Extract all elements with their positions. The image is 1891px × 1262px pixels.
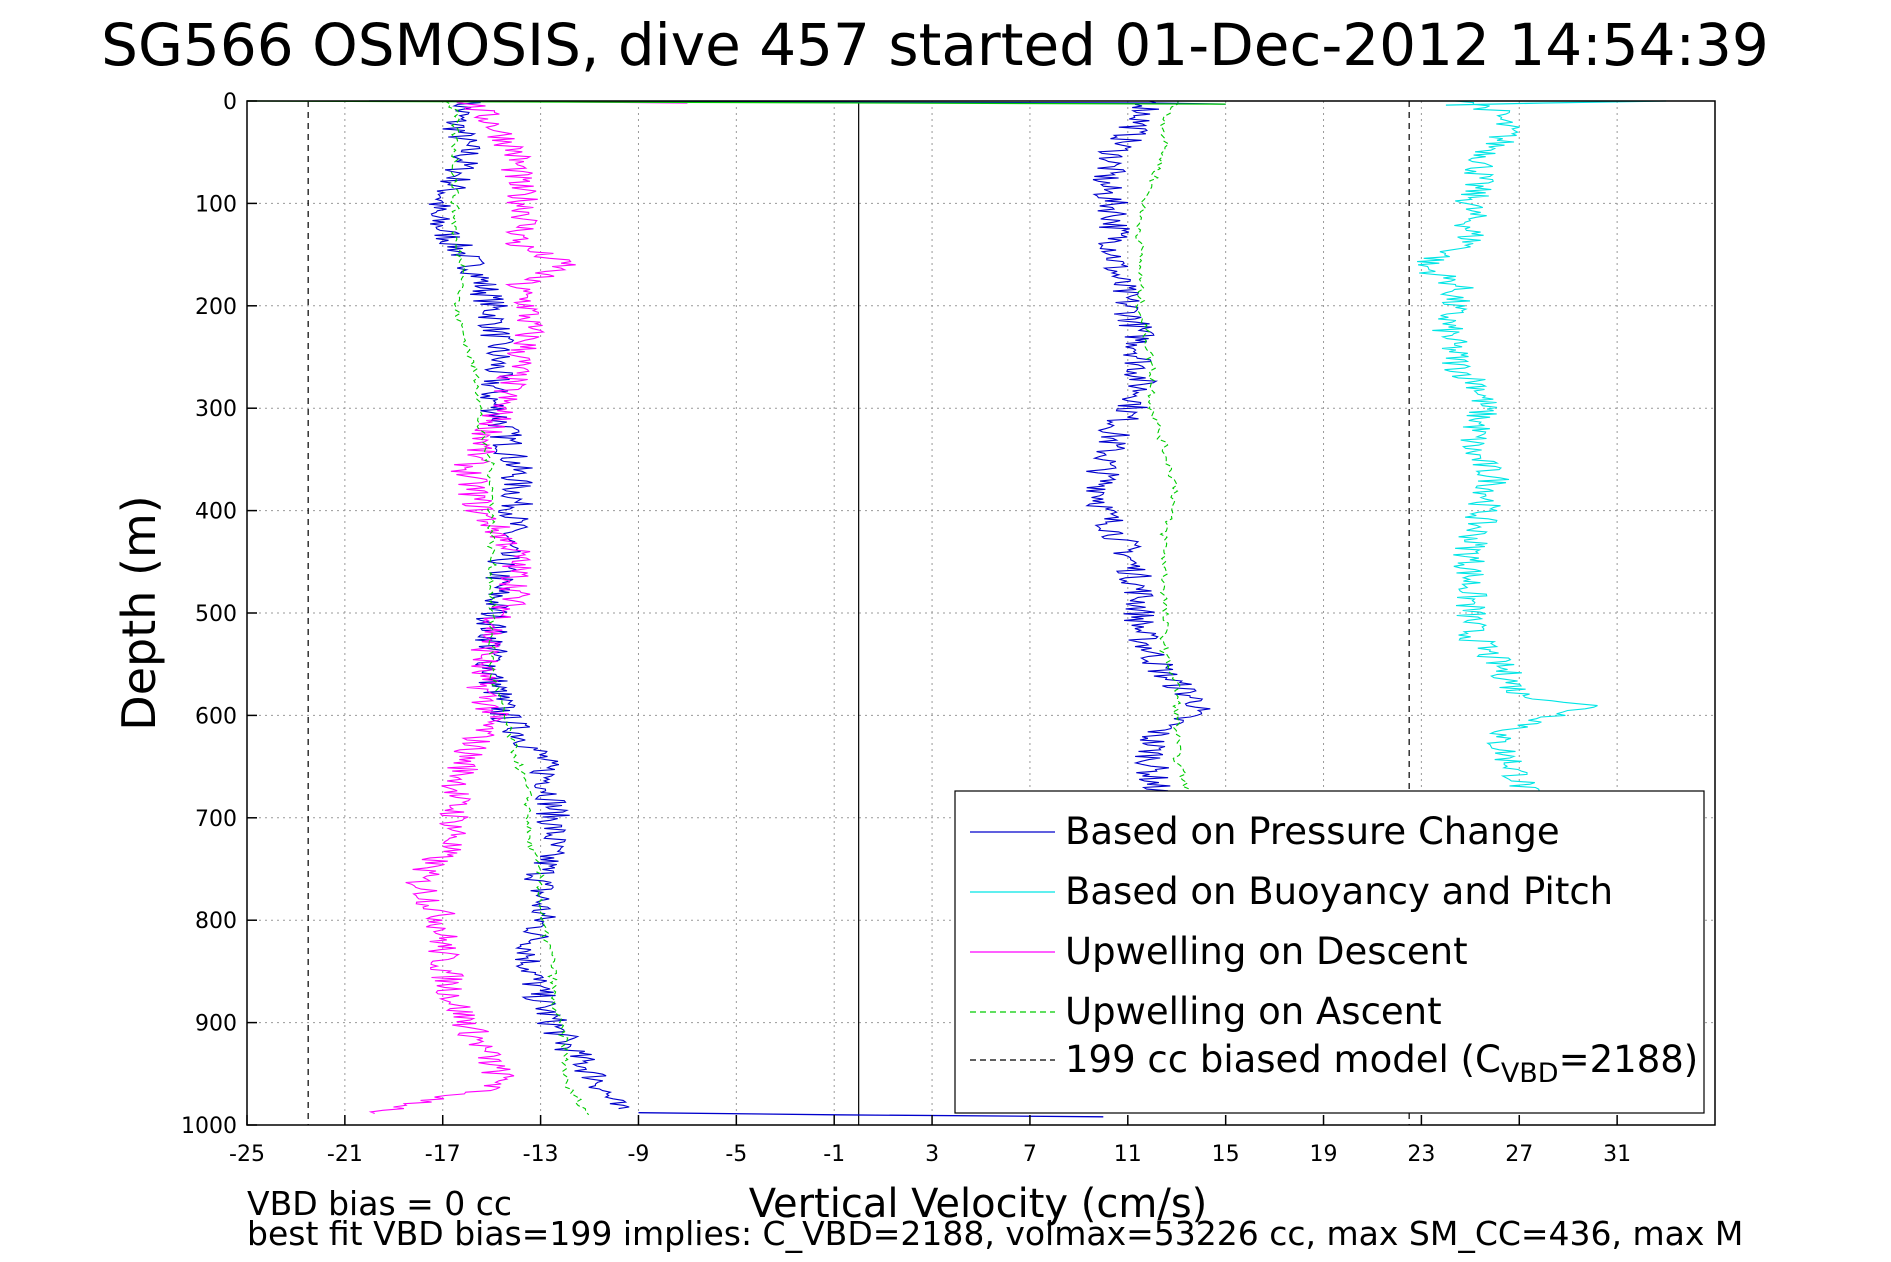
legend-label: Based on Pressure Change [1065,810,1560,853]
x-tick-label: 11 [1114,1142,1142,1167]
x-tick-labels: -25 -21 -17 -13 -9 -5 -1 3 7 11 15 19 23 27 31 [229,1115,1631,1167]
legend-label: Upwelling on Ascent [1065,990,1442,1033]
legend-label-suffix: =2188) [1559,1038,1699,1081]
footer-line-1: VBD bias = 0 cc [247,1184,512,1223]
series-line [428,100,630,1110]
y-tick-label: 800 [195,909,237,934]
series-line [1135,100,1193,796]
x-tick-label: -9 [627,1142,649,1167]
series-line [1417,100,1598,818]
y-tick-label: 900 [195,1012,237,1037]
y-tick-labels: 0 100 200 300 400 500 600 700 800 900 1000 [181,90,257,1139]
bottom-transition-line [638,1112,1104,1118]
x-tick-label: 15 [1212,1142,1240,1167]
x-tick-label: -17 [425,1142,461,1167]
legend-label: 199 cc biased model (CVBD=2188) [1065,1038,1698,1089]
series-line [368,100,576,1115]
x-tick-label: 3 [925,1142,939,1167]
series-line [444,100,590,1116]
x-axis-label: Vertical Velocity (cm/s) [749,1181,1208,1227]
y-tick-label: 300 [195,397,237,422]
y-tick-label: 0 [223,90,237,115]
x-tick-label: -25 [229,1142,265,1167]
x-tick-label: 31 [1603,1142,1631,1167]
x-tick-label: -5 [725,1142,747,1167]
legend: Based on Pressure Change Based on Buoyanc… [954,790,1705,1114]
y-tick-label: 100 [195,192,237,217]
x-tick-label: 7 [1023,1142,1037,1167]
legend-label: Upwelling on Descent [1065,930,1468,973]
y-tick-label: 1000 [181,1114,237,1139]
y-axis-label: Depth (m) [112,495,166,730]
footer-line-2: best fit VBD bias=199 implies: C_VBD=218… [247,1214,1743,1253]
y-tick-label: 400 [195,500,237,525]
legend-label-subscript: VBD [1501,1058,1559,1089]
x-tick-label: -13 [523,1142,559,1167]
chart-title: SG566 OSMOSIS, dive 457 started 01-Dec-2… [101,11,1769,79]
y-tick-label: 700 [195,807,237,832]
x-tick-label: 27 [1505,1142,1533,1167]
x-tick-label: 23 [1407,1142,1435,1167]
legend-label: Based on Buoyancy and Pitch [1065,870,1613,913]
y-tick-label: 500 [195,602,237,627]
x-tick-label: -21 [327,1142,363,1167]
y-tick-label: 600 [195,704,237,729]
x-tick-label: 19 [1310,1142,1338,1167]
legend-box [954,790,1705,1114]
y-tick-label: 200 [195,295,237,320]
x-tick-label: -1 [823,1142,845,1167]
series-line [1085,100,1211,818]
